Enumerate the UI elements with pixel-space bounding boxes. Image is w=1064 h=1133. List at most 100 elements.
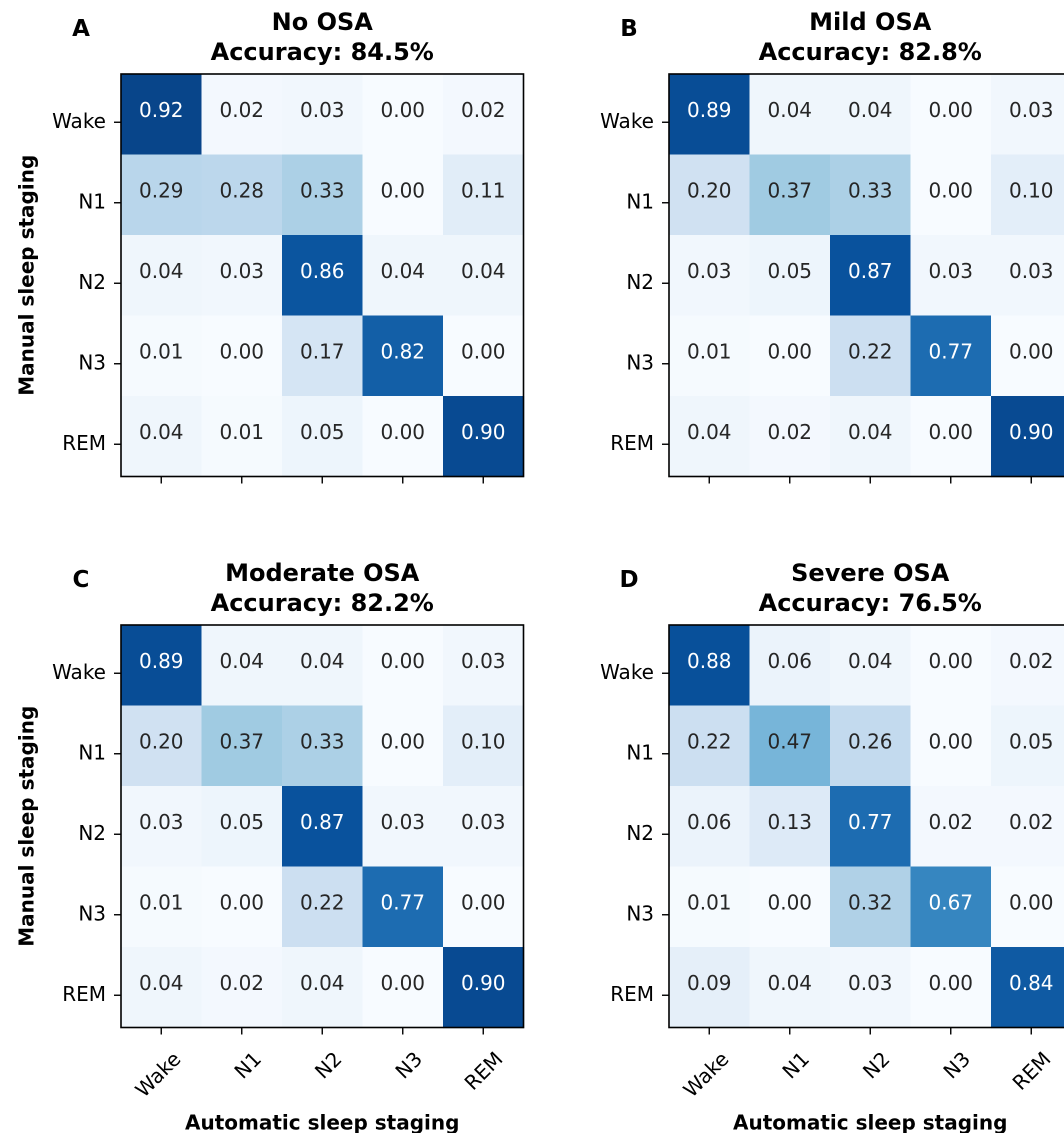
heatmap-cell xyxy=(282,705,364,787)
heatmap-cell xyxy=(362,396,444,478)
cell-value-label: 0.04 xyxy=(219,649,264,673)
heatmap-cell xyxy=(991,625,1064,707)
panel-title: Severe OSA xyxy=(791,559,950,587)
panel-accuracy: Accuracy: 84.5% xyxy=(211,38,434,66)
cell-value-label: 0.92 xyxy=(139,98,184,122)
heatmap-cell xyxy=(910,154,992,236)
cell-value-label: 0.06 xyxy=(767,649,812,673)
cell-value-label: 0.89 xyxy=(687,98,732,122)
heatmap-cell xyxy=(830,396,912,478)
cell-value-label: 0.00 xyxy=(380,178,425,202)
panel-letter: D xyxy=(619,567,638,593)
panel-letter: A xyxy=(72,16,90,42)
heatmap-cell xyxy=(991,396,1064,478)
cell-value-label: 0.05 xyxy=(767,259,812,283)
heatmap-cell xyxy=(910,786,992,868)
heatmap-cell xyxy=(830,947,912,1029)
cell-value-label: 0.02 xyxy=(1009,649,1054,673)
cell-value-label: 0.02 xyxy=(219,98,264,122)
heatmap-cell xyxy=(669,705,751,787)
cell-value-label: 0.86 xyxy=(300,259,345,283)
cell-value-label: 0.03 xyxy=(461,810,506,834)
heatmap-cell xyxy=(362,154,444,236)
y-tick-label: REM xyxy=(62,982,106,1006)
heatmap-cell xyxy=(201,74,283,156)
heatmap-cell xyxy=(443,625,525,707)
cell-value-label: 0.00 xyxy=(767,339,812,363)
heatmap-cell xyxy=(282,396,364,478)
heatmap-cell xyxy=(282,786,364,868)
cell-value-label: 0.05 xyxy=(300,420,345,444)
heatmap-cell xyxy=(991,866,1064,948)
cell-value-label: 0.89 xyxy=(139,649,184,673)
cell-value-label: 0.84 xyxy=(1009,971,1054,995)
cell-value-label: 0.04 xyxy=(461,259,506,283)
heatmap-cells: 0.89 0.04 0.04 0.00 0.03 0.20 0.37 0.33 0.00 0.10… xyxy=(669,74,1064,478)
heatmap-cell xyxy=(830,705,912,787)
cell-value-label: 0.04 xyxy=(767,98,812,122)
y-tick-label: N1 xyxy=(626,740,654,764)
heatmap-cell xyxy=(121,625,203,707)
heatmap-cell xyxy=(830,74,912,156)
heatmap-cell xyxy=(991,705,1064,787)
y-axis-title: Manual sleep staging xyxy=(15,706,39,947)
heatmap-cells: 0.88 0.06 0.04 0.00 0.02 0.22 0.47 0.26 0.00 0.05… xyxy=(669,625,1064,1029)
cell-value-label: 0.00 xyxy=(380,649,425,673)
heatmap-cell xyxy=(443,74,525,156)
cell-value-label: 0.01 xyxy=(139,890,184,914)
heatmap-cell xyxy=(121,947,203,1029)
cell-value-label: 0.01 xyxy=(219,420,264,444)
cell-value-label: 0.06 xyxy=(687,810,732,834)
heatmap-cell xyxy=(362,786,444,868)
y-tick-label: N3 xyxy=(78,350,106,374)
cell-value-label: 0.02 xyxy=(928,810,973,834)
cell-value-label: 0.09 xyxy=(687,971,732,995)
cell-value-label: 0.33 xyxy=(848,178,893,202)
heatmap-cell xyxy=(991,154,1064,236)
cell-value-label: 0.88 xyxy=(687,649,732,673)
heatmap-cell xyxy=(910,625,992,707)
heatmap-cell xyxy=(362,625,444,707)
panel-accuracy: Accuracy: 82.2% xyxy=(211,589,434,617)
cell-value-label: 0.00 xyxy=(928,729,973,753)
cell-value-label: 0.26 xyxy=(848,729,893,753)
cell-value-label: 0.00 xyxy=(380,729,425,753)
heatmap-cell xyxy=(201,947,283,1029)
heatmap-cell xyxy=(443,235,525,317)
cell-value-label: 0.10 xyxy=(461,729,506,753)
cell-value-label: 0.03 xyxy=(300,98,345,122)
cell-value-label: 0.11 xyxy=(461,178,506,202)
cell-value-label: 0.04 xyxy=(139,259,184,283)
cell-value-label: 0.00 xyxy=(380,971,425,995)
panel-letter: B xyxy=(620,16,638,42)
cell-value-label: 0.00 xyxy=(219,339,264,363)
heatmap-cell xyxy=(991,947,1064,1029)
cell-value-label: 0.00 xyxy=(928,971,973,995)
cell-value-label: 0.20 xyxy=(687,178,732,202)
cell-value-label: 0.28 xyxy=(219,178,264,202)
cell-value-label: 0.00 xyxy=(1009,890,1054,914)
cell-value-label: 0.90 xyxy=(1009,420,1054,444)
heatmap-cell xyxy=(282,625,364,707)
heatmap-cell xyxy=(910,396,992,478)
heatmap-cell xyxy=(201,625,283,707)
heatmap-cell xyxy=(121,315,203,397)
cell-value-label: 0.37 xyxy=(219,729,264,753)
x-axis-title: Automatic sleep staging xyxy=(185,1111,459,1133)
heatmap-cell xyxy=(749,235,831,317)
heatmap-cell xyxy=(991,74,1064,156)
heatmap-cell xyxy=(669,315,751,397)
cell-value-label: 0.77 xyxy=(848,810,893,834)
heatmap-cell xyxy=(121,154,203,236)
heatmap-cell xyxy=(749,154,831,236)
heatmap-cell xyxy=(910,947,992,1029)
cell-value-label: 0.00 xyxy=(928,649,973,673)
heatmap-cell xyxy=(669,396,751,478)
cell-value-label: 0.22 xyxy=(687,729,732,753)
panel-title: Mild OSA xyxy=(809,8,932,36)
cell-value-label: 0.87 xyxy=(848,259,893,283)
heatmap-cell xyxy=(991,235,1064,317)
